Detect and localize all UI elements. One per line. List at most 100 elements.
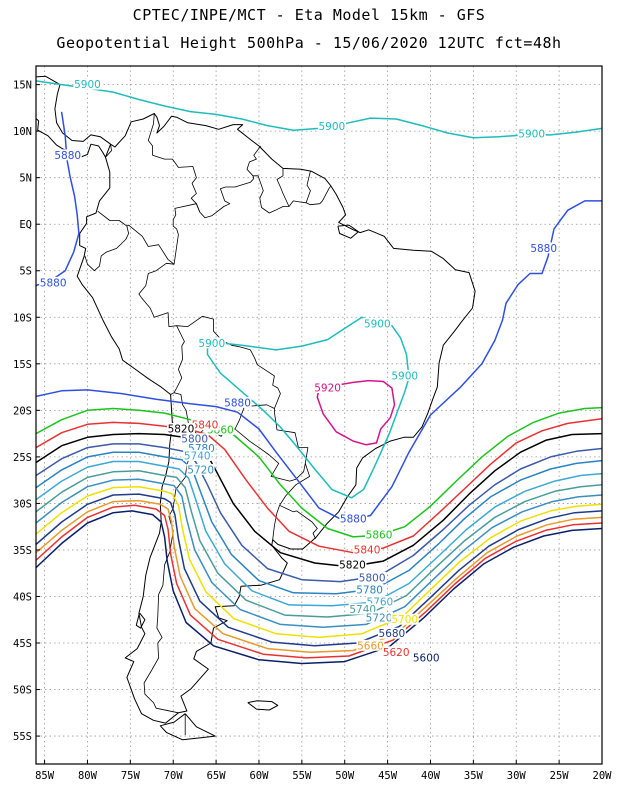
- country-border: [272, 505, 280, 540]
- lon-label: 35W: [464, 770, 484, 782]
- contour-label: 5800: [359, 572, 386, 584]
- contour-label: 5900: [198, 338, 225, 350]
- country-border: [253, 175, 332, 214]
- country-border: [147, 113, 201, 213]
- lon-label: 65W: [207, 770, 227, 782]
- contour-label-bg: [166, 422, 195, 434]
- contour-label: 5840: [192, 420, 219, 432]
- contour-label: 5660: [357, 640, 384, 652]
- contour-label-bg: [517, 127, 546, 139]
- contour-label: 5880: [224, 397, 251, 409]
- lon-label: 25W: [550, 770, 570, 782]
- contour-5600: [36, 510, 602, 665]
- contour-label-bg: [183, 449, 212, 461]
- country-border: [84, 226, 129, 272]
- map-frame: [35, 65, 603, 765]
- contour-label-bg: [390, 369, 419, 381]
- lon-label: 50W: [335, 770, 355, 782]
- coastline: [247, 700, 279, 711]
- contour-label-bg: [206, 423, 235, 435]
- lat-label: 55S: [13, 731, 32, 743]
- lon-label: 55W: [292, 770, 312, 782]
- coastline: [159, 713, 216, 741]
- contour-label: 5860: [366, 530, 393, 542]
- contour-label-bg: [363, 317, 392, 329]
- contour-5740: [36, 470, 602, 618]
- longitude-labels: 85W 80W 75W 70W 65W 60W 55W 50W 45W 40W 35W 30W 25W 2…: [35, 770, 612, 782]
- contour-label-bg: [412, 651, 441, 663]
- lat-label: 35S: [13, 545, 32, 557]
- contour-5800: [36, 443, 602, 583]
- coastline: [197, 52, 207, 57]
- contour-label: 5880: [340, 514, 367, 526]
- map-title-line1: CPTEC/INPE/MCT - Eta Model 15km - GFS: [132, 6, 486, 24]
- contour-labels: 5920 5900 5900 5900 5900 5900 5900 5880 5880 5880…: [39, 78, 558, 664]
- country-border: [138, 262, 185, 395]
- lat-label: 5N: [19, 173, 32, 185]
- contour-5780: [36, 451, 602, 595]
- contour-5680: [36, 493, 602, 647]
- contour-label-bg: [73, 78, 102, 90]
- contour-5900: [206, 316, 410, 499]
- contour-5840: [36, 417, 602, 554]
- contour-label-bg: [317, 120, 346, 132]
- lat-label: 5S: [19, 266, 32, 278]
- axis-ticks: [36, 84, 603, 764]
- coastline: [36, 75, 111, 145]
- contour-label: 5880: [530, 243, 557, 255]
- contour-5920: [316, 379, 396, 446]
- lon-label: 20W: [593, 770, 613, 782]
- lon-label: 45W: [378, 770, 398, 782]
- lat-label: 10S: [13, 312, 32, 324]
- lat-label: 15N: [13, 80, 32, 92]
- contour-label-bg: [39, 276, 68, 288]
- contour-5700: [36, 485, 602, 639]
- contour-label: 5900: [364, 318, 391, 330]
- lat-label: EQ: [19, 219, 32, 231]
- lat-label: 10N: [13, 126, 32, 138]
- contour-label-bg: [338, 558, 367, 570]
- contour-5660: [36, 499, 602, 654]
- contour-5620: [36, 504, 602, 659]
- contour-5860: [36, 406, 602, 538]
- contour-label: 5740: [184, 450, 211, 462]
- contour-label-bg: [365, 611, 394, 623]
- contour-label-bg: [353, 543, 382, 555]
- contour-label: 5700: [391, 614, 418, 626]
- contour-label: 5680: [379, 628, 406, 640]
- contour-5880: [36, 200, 602, 522]
- contour-label-bg: [358, 571, 387, 583]
- contour-label-bg: [365, 529, 394, 541]
- lat-label: 45S: [13, 638, 32, 650]
- contour-label-bg: [356, 639, 385, 651]
- country-border: [234, 428, 306, 482]
- country-border: [199, 145, 262, 219]
- contour-label-bg: [339, 513, 368, 525]
- contour-label: 5900: [318, 121, 345, 133]
- map-title-line2: Geopotential Height 500hPa - 15/06/2020 …: [56, 34, 562, 52]
- contour-label: 5720: [187, 464, 214, 476]
- country-border: [279, 504, 318, 539]
- contour-5820: [36, 432, 602, 568]
- coastline: [337, 224, 359, 239]
- lon-label: 75W: [121, 770, 141, 782]
- contour-label-bg: [348, 603, 377, 615]
- lat-label: 50S: [13, 685, 32, 697]
- contour-label: 5820: [339, 559, 366, 571]
- contour-label: 5820: [168, 423, 195, 435]
- contour-label-bg: [190, 419, 219, 431]
- map-background: [36, 66, 602, 764]
- lat-label: 30S: [13, 498, 32, 510]
- contour-label-bg: [223, 396, 252, 408]
- country-border: [105, 144, 112, 158]
- contour-label-bg: [355, 583, 384, 595]
- contour-label: 5900: [74, 79, 101, 91]
- contour-label: 5920: [314, 383, 341, 395]
- contour-5760: [36, 460, 602, 607]
- lon-label: 40W: [421, 770, 441, 782]
- lon-label: 30W: [507, 770, 527, 782]
- contour-label-bg: [390, 613, 419, 625]
- lon-label: 80W: [78, 770, 98, 782]
- coastline: [135, 612, 146, 629]
- contour-label: 5900: [391, 370, 418, 382]
